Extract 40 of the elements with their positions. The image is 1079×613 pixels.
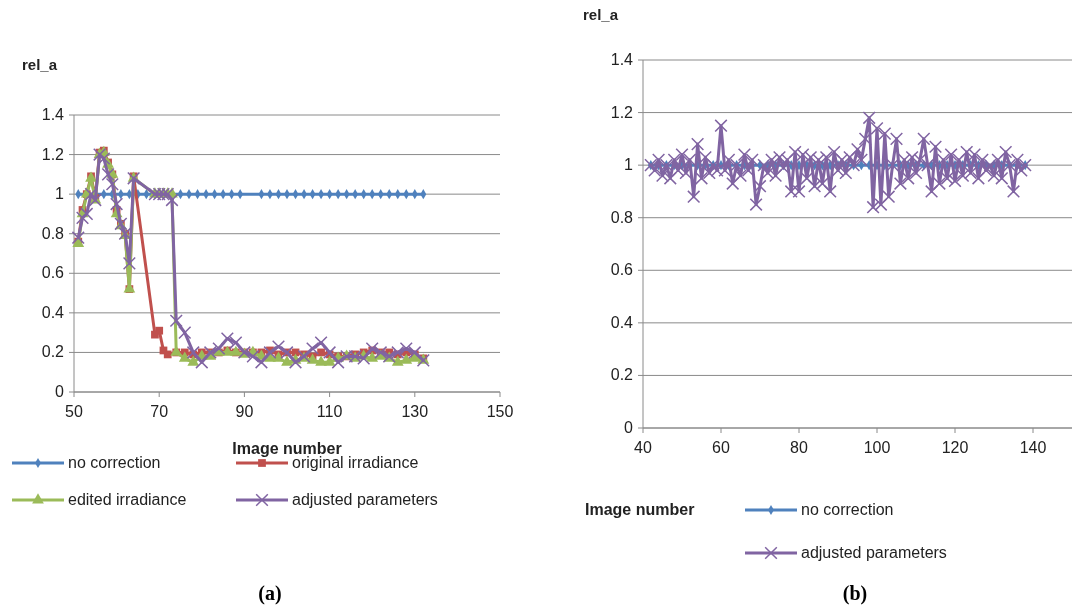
y-tick-label: 0 [55, 383, 65, 400]
x-tick-label: 90 [235, 403, 254, 420]
x-tick-label: 80 [790, 439, 808, 456]
y-tick-label: 0.2 [610, 366, 634, 384]
x-axis-title: Image number [232, 440, 342, 457]
y-tick-label: 0.2 [41, 343, 65, 361]
y-tick-label: 1.2 [610, 103, 634, 121]
x-tick-label: 120 [941, 439, 969, 456]
x-tick-label: 140 [1019, 439, 1047, 456]
legend-label: adjusted parameters [801, 544, 947, 561]
y-tick-label: 0.4 [610, 313, 634, 331]
y-tick-label: 1.2 [41, 145, 65, 163]
text: (b) [842, 582, 868, 605]
y-tick-label: 0.6 [610, 261, 634, 279]
legend-label: no correction [801, 501, 894, 518]
legend-label: no correction [68, 454, 161, 471]
y-tick-label: 0.8 [610, 208, 634, 226]
x-tick-label: 60 [712, 439, 730, 456]
x-tick-label: 50 [65, 403, 83, 420]
y-tick-label: 0.4 [41, 303, 65, 321]
legend-label: original irradiance [292, 454, 419, 471]
y-tick-label: 0 [624, 419, 634, 436]
y-axis-title: rel_a [583, 6, 619, 23]
y-tick-label: 1.4 [41, 106, 65, 123]
y-axis-title: rel_a [22, 56, 58, 73]
x-tick-label: 70 [150, 403, 169, 420]
legend-label: adjusted parameters [292, 491, 438, 508]
text: (a) [258, 582, 282, 605]
legend-label: edited irradiance [68, 491, 187, 508]
y-tick-label: 1 [624, 156, 634, 174]
x-tick-label: 130 [401, 403, 429, 420]
x-tick-label: 40 [634, 439, 652, 456]
x-tick-label: 100 [863, 439, 891, 456]
y-tick-label: 0.6 [41, 264, 65, 282]
x-axis-title: Image number [585, 501, 695, 518]
x-tick-label: 110 [316, 403, 343, 420]
y-tick-label: 1.4 [610, 51, 634, 68]
y-tick-label: 1 [55, 185, 65, 203]
y-tick-label: 0.8 [41, 224, 65, 242]
x-tick-label: 150 [486, 403, 514, 420]
